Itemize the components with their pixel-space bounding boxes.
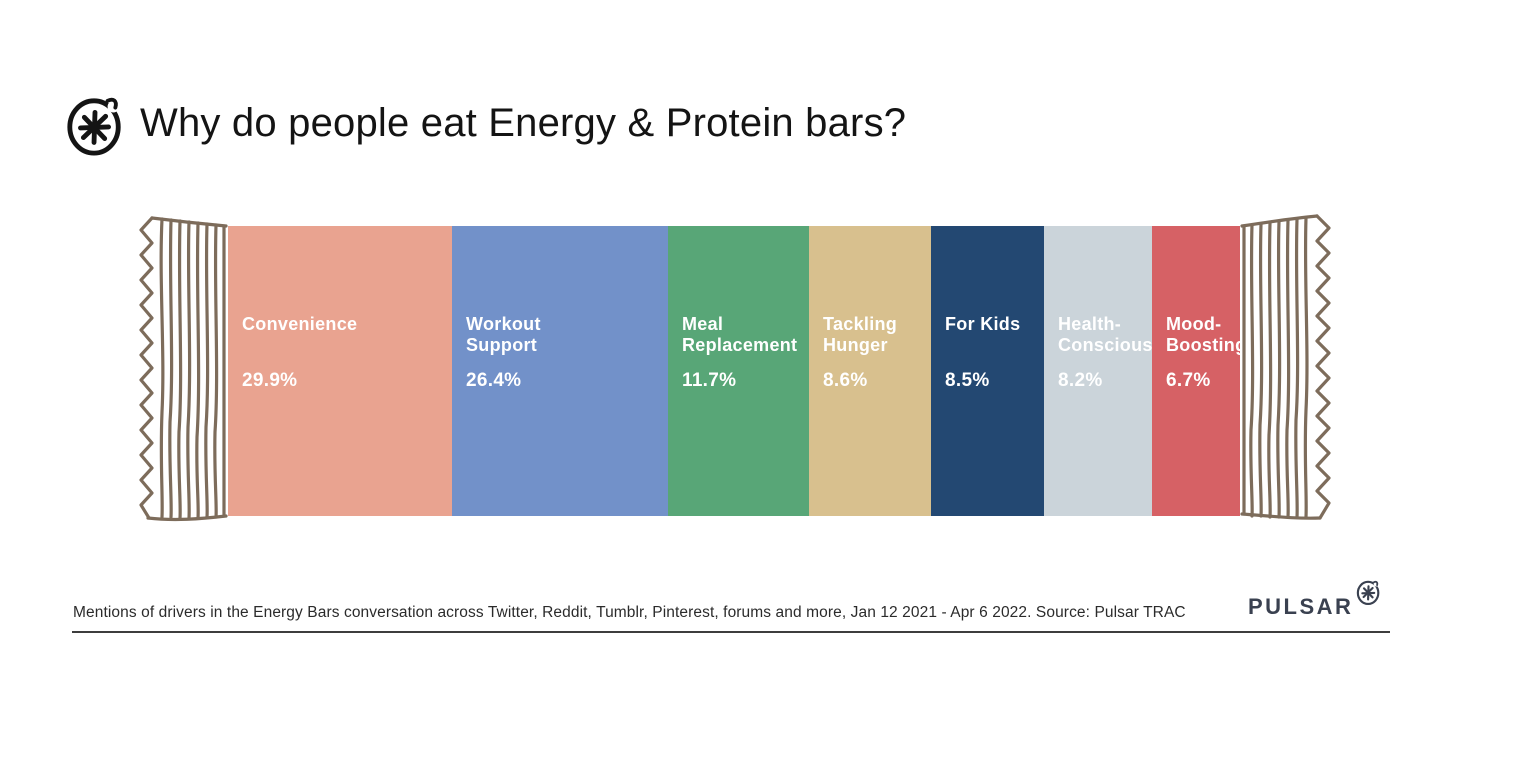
bar-segment: Convenience 29.9% <box>228 226 452 516</box>
segment-value: 11.7% <box>682 370 737 391</box>
pulsar-logo: PULSAR <box>1248 579 1382 620</box>
segment-label: Meal Replacement <box>682 314 798 355</box>
segment-label: Tackling Hunger <box>823 314 898 355</box>
footer-divider <box>72 631 1390 633</box>
bar-segment: Tackling Hunger 8.6% <box>809 226 931 516</box>
energy-bar-chart: Convenience 29.9% Workout Support 26.4% Meal… <box>228 226 1240 516</box>
segment-value: 8.2% <box>1058 370 1103 391</box>
wrapper-right-crinkle-icon <box>1238 210 1333 524</box>
segment-value: 6.7% <box>1166 370 1211 391</box>
pulsar-wordmark: PULSAR <box>1248 594 1354 619</box>
segment-label: Health- Conscious <box>1058 314 1152 355</box>
segment-label: Convenience <box>242 314 358 334</box>
segment-label: Workout Support <box>466 314 541 355</box>
segment-label: For Kids <box>945 314 1021 334</box>
bar-segment: For Kids 8.5% <box>931 226 1044 516</box>
segment-value: 29.9% <box>242 370 298 391</box>
page-title: Why do people eat Energy & Protein bars? <box>140 101 907 145</box>
wrapper-left-crinkle-icon <box>136 212 230 526</box>
segment-value: 26.4% <box>466 370 522 391</box>
chart-caption: Mentions of drivers in the Energy Bars c… <box>73 604 1186 621</box>
segment-value: 8.5% <box>945 370 990 391</box>
circled-asterisk-icon <box>64 94 126 158</box>
segment-label: Mood- Boosting <box>1166 314 1240 355</box>
bar-segment: Meal Replacement 11.7% <box>668 226 809 516</box>
bar-segment: Mood- Boosting 6.7% <box>1152 226 1240 516</box>
bar-segment: Workout Support 26.4% <box>452 226 668 516</box>
bar-segment: Health- Conscious 8.2% <box>1044 226 1152 516</box>
segment-value: 8.6% <box>823 370 868 391</box>
pulsar-asterisk-icon <box>1355 579 1382 606</box>
